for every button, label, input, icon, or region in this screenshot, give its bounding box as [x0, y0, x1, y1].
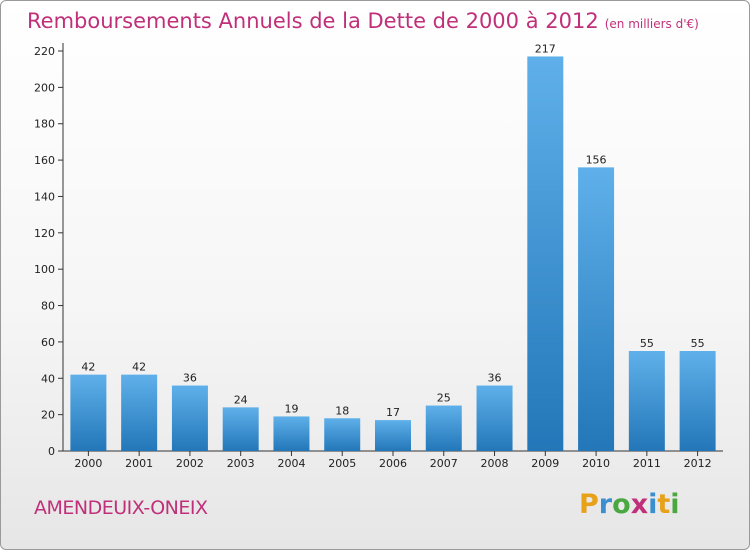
bar-2009	[527, 56, 564, 452]
bar-2002	[171, 385, 208, 451]
x-tick-label: 2000	[74, 457, 102, 470]
x-tick-label: 2003	[227, 457, 255, 470]
x-tick-label: 2011	[633, 457, 661, 470]
x-tick-label: 2005	[328, 457, 356, 470]
y-tick-label: 80	[41, 300, 55, 313]
x-tick-label: 2012	[684, 457, 712, 470]
bar-2004	[273, 416, 310, 451]
y-tick-label: 40	[41, 372, 55, 385]
value-label: 19	[284, 402, 298, 415]
y-tick-label: 100	[34, 263, 55, 276]
axes: 0 20 40 60 80 100 120 140 160 180 200 220 2000 2001 20…	[34, 43, 723, 470]
logo-letter: i	[670, 489, 680, 520]
value-label: 25	[437, 392, 451, 405]
x-tick-label: 2001	[125, 457, 153, 470]
value-label: 55	[691, 337, 705, 350]
x-tick-label: 2002	[176, 457, 204, 470]
logo-letter: o	[612, 489, 631, 520]
bar-2003	[222, 407, 259, 451]
bars: 42 42 36 24 19 18 17 25 36 217 156 55 55	[70, 42, 716, 452]
commune-name: AMENDEUIX-ONEIX	[34, 497, 208, 519]
value-label: 24	[234, 393, 248, 406]
logo-letter: P	[579, 489, 599, 520]
bar-2012	[679, 351, 716, 451]
logo-letter: i	[648, 489, 658, 520]
chart-title: Remboursements Annuels de la Dette de 20…	[27, 9, 699, 33]
value-label: 42	[81, 361, 95, 374]
value-label: 156	[586, 153, 607, 166]
y-tick-label: 180	[34, 118, 55, 131]
value-label: 55	[640, 337, 654, 350]
bar-2007	[425, 405, 462, 451]
bar-2011	[628, 351, 665, 451]
y-tick-label: 120	[34, 227, 55, 240]
y-tick-label: 220	[34, 45, 55, 58]
bar-2008	[476, 385, 513, 451]
x-tick-label: 2007	[430, 457, 458, 470]
y-tick-label: 20	[41, 409, 55, 422]
y-tick-label: 140	[34, 190, 55, 203]
x-tick-label: 2006	[379, 457, 407, 470]
x-tick-label: 2008	[481, 457, 509, 470]
logo-letter: x	[630, 489, 649, 520]
chart-title-text: Remboursements Annuels de la Dette de 20…	[27, 9, 599, 33]
y-tick-label: 200	[34, 81, 55, 94]
bar-2005	[324, 418, 361, 451]
value-label: 18	[335, 404, 349, 417]
x-tick-label: 2004	[277, 457, 305, 470]
logo-letter: t	[657, 489, 671, 520]
value-label: 36	[488, 372, 502, 385]
bar-2000	[70, 374, 107, 451]
bar-2006	[375, 420, 411, 451]
y-tick-label: 0	[48, 445, 55, 458]
x-tick-label: 2010	[582, 457, 610, 470]
value-label: 42	[132, 361, 146, 374]
value-label: 217	[535, 42, 556, 55]
unit-label: (en milliers d'€)	[604, 17, 699, 31]
proxiti-logo: Proxiti	[579, 489, 680, 520]
bar-2010	[578, 167, 615, 451]
x-tick-label: 2009	[531, 457, 559, 470]
value-label: 36	[183, 372, 197, 385]
y-tick-label: 160	[34, 154, 55, 167]
bar-2001	[121, 374, 158, 451]
value-label: 17	[386, 406, 400, 419]
y-tick-label: 60	[41, 336, 55, 349]
logo-letter: r	[598, 489, 613, 520]
